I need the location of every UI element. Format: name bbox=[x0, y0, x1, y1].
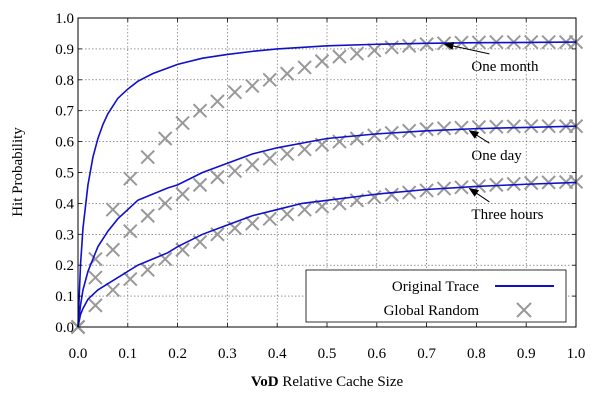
data-point-random bbox=[281, 208, 294, 221]
data-point-random bbox=[211, 171, 224, 184]
annotation-label: Three hours bbox=[471, 207, 543, 223]
data-point-random bbox=[385, 188, 398, 201]
data-point-random bbox=[141, 263, 154, 276]
data-point-random bbox=[438, 122, 451, 135]
x-tick-label: 0.5 bbox=[318, 346, 337, 362]
y-tick-label: 0.9 bbox=[55, 42, 74, 58]
data-point-random bbox=[525, 177, 538, 190]
data-point-random bbox=[194, 178, 207, 191]
x-tick-label: 1.0 bbox=[567, 346, 586, 362]
data-point-random bbox=[350, 47, 363, 60]
data-point-random bbox=[298, 61, 311, 74]
y-tick-label: 0.4 bbox=[55, 196, 74, 212]
y-tick-label: 0.3 bbox=[55, 227, 74, 243]
data-point-random bbox=[507, 120, 520, 133]
data-point-random bbox=[472, 121, 485, 134]
data-point-random bbox=[385, 41, 398, 54]
data-point-random bbox=[124, 172, 137, 185]
data-point-random bbox=[368, 129, 381, 142]
data-point-random bbox=[263, 212, 276, 225]
data-point-random bbox=[403, 186, 416, 199]
y-axis-label: Hit Probability bbox=[10, 127, 26, 217]
y-tick-label: 0.2 bbox=[55, 258, 74, 274]
annotation-label: One day bbox=[471, 148, 522, 164]
data-point-random bbox=[141, 209, 154, 222]
data-point-random bbox=[211, 95, 224, 108]
data-point-random bbox=[159, 132, 172, 145]
y-tick-label: 0.5 bbox=[55, 166, 74, 182]
data-point-random bbox=[403, 39, 416, 52]
data-point-random bbox=[246, 217, 259, 230]
legend: Original Trace Global Random bbox=[306, 270, 566, 322]
annotation-arrow bbox=[469, 131, 489, 144]
data-point-random bbox=[106, 243, 119, 256]
data-point-random bbox=[176, 243, 189, 256]
x-tick-label: 0.6 bbox=[367, 346, 386, 362]
y-tick-label: 0.7 bbox=[55, 104, 74, 120]
data-point-random bbox=[316, 55, 329, 68]
data-point-random bbox=[525, 120, 538, 133]
data-point-random bbox=[124, 273, 137, 286]
x-tick-label: 0.9 bbox=[517, 346, 536, 362]
data-point-random bbox=[176, 188, 189, 201]
x-tick-label: 0.2 bbox=[168, 346, 187, 362]
x-axis-label-rest: Relative Cache Size bbox=[279, 374, 404, 390]
y-tick-label: 0.0 bbox=[55, 320, 74, 336]
x-tick-label: 0.1 bbox=[118, 346, 137, 362]
data-point-random bbox=[246, 158, 259, 171]
data-point-random bbox=[350, 132, 363, 145]
x-tick-label: 0.3 bbox=[218, 346, 237, 362]
data-point-random bbox=[368, 44, 381, 57]
data-point-random bbox=[333, 50, 346, 63]
data-point-random bbox=[176, 117, 189, 130]
data-point-random bbox=[281, 67, 294, 80]
data-point-random bbox=[106, 203, 119, 216]
legend-label-random: Global Random bbox=[384, 303, 480, 319]
data-point-random bbox=[124, 225, 137, 238]
x-tick-label: 0.7 bbox=[417, 346, 436, 362]
x-tick-label: 0.0 bbox=[69, 346, 88, 362]
data-point-random bbox=[246, 79, 259, 92]
y-tick-label: 0.6 bbox=[55, 135, 74, 151]
data-point-random bbox=[281, 147, 294, 160]
x-axis-label: VoD Relative Cache Size bbox=[251, 374, 404, 390]
y-tick-label: 0.8 bbox=[55, 73, 74, 89]
annotation-label: One month bbox=[471, 59, 539, 75]
y-tick-label: 1.0 bbox=[55, 11, 74, 27]
data-point-random bbox=[455, 121, 468, 134]
data-point-random bbox=[298, 143, 311, 156]
data-point-random bbox=[106, 283, 119, 296]
x-tick-label: 0.8 bbox=[467, 346, 486, 362]
x-tick-label: 0.4 bbox=[268, 346, 287, 362]
data-point-random bbox=[263, 152, 276, 165]
data-point-random bbox=[298, 203, 311, 216]
y-tick-label: 0.1 bbox=[55, 289, 74, 305]
legend-label-original: Original Trace bbox=[392, 279, 479, 295]
x-axis-label-bold: VoD bbox=[251, 374, 279, 390]
data-point-random bbox=[89, 271, 102, 284]
data-point-random bbox=[141, 151, 154, 164]
annotation-arrow bbox=[469, 188, 489, 202]
annotations: One month One day Three hours bbox=[445, 44, 544, 223]
data-point-random bbox=[228, 86, 241, 99]
data-point-random bbox=[490, 120, 503, 133]
data-point-random bbox=[368, 191, 381, 204]
data-point-random bbox=[228, 164, 241, 177]
data-point-random bbox=[89, 299, 102, 312]
data-point-random bbox=[542, 176, 555, 189]
